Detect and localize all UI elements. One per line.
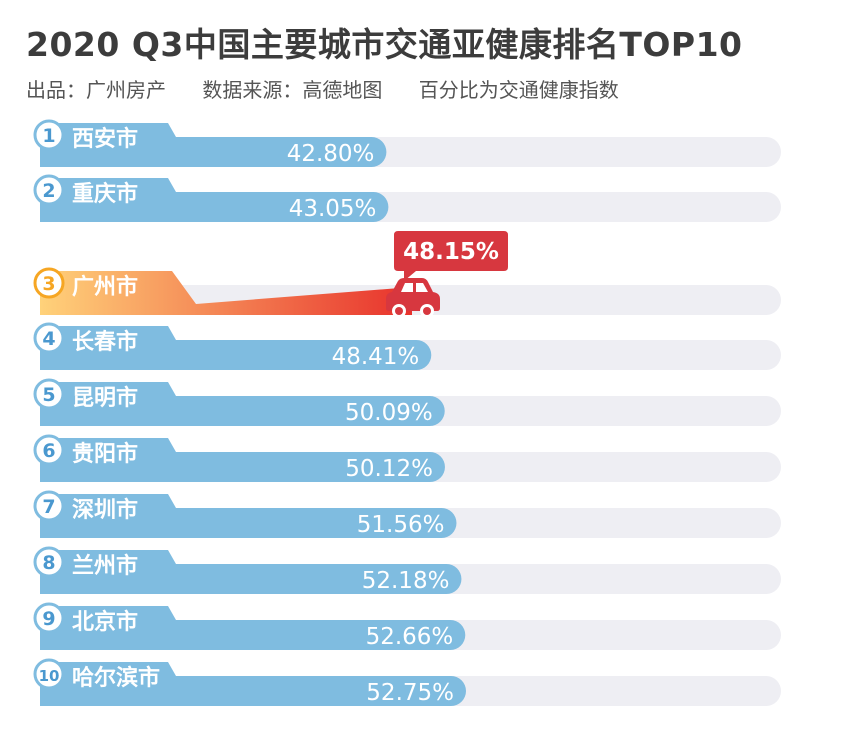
rank-badge <box>33 602 65 634</box>
rank-number: 1 <box>42 125 55 147</box>
subtitle: 出品：广州房产 数据来源：高德地图 百分比为交通健康指数 <box>26 74 649 103</box>
city-label: 重庆市 <box>72 181 138 207</box>
rank-number: 2 <box>42 180 55 202</box>
bar <box>40 550 462 594</box>
subtitle-source: 数据来源：高德地图 <box>202 78 383 102</box>
city-label: 兰州市 <box>72 553 138 579</box>
rank-badge <box>33 322 65 354</box>
rank-number: 9 <box>42 608 55 630</box>
car-body <box>386 278 440 311</box>
value-label: 52.66% <box>366 624 454 650</box>
value-label: 43.05% <box>289 196 377 222</box>
city-label: 哈尔滨市 <box>72 665 160 691</box>
bar-highlight <box>40 271 412 315</box>
bar <box>40 494 457 538</box>
rank-badge <box>33 546 65 578</box>
value-label: 48.41% <box>332 344 420 370</box>
rank-number: 10 <box>39 667 60 685</box>
value-callout <box>394 231 508 281</box>
city-label: 贵阳市 <box>72 441 138 467</box>
car-window <box>401 283 413 292</box>
rank-number: 7 <box>42 496 55 518</box>
rank-badge <box>33 434 65 466</box>
city-label: 昆明市 <box>72 385 138 411</box>
value-label: 48.15% <box>403 239 499 265</box>
value-label: 42.80% <box>287 141 375 167</box>
rank-badge <box>33 490 65 522</box>
value-label: 51.56% <box>357 512 445 538</box>
car-wheel-hub <box>423 307 431 315</box>
bar <box>40 438 445 482</box>
rank-number: 8 <box>42 552 55 574</box>
bar <box>40 606 466 650</box>
bar <box>40 662 466 706</box>
car-icon <box>386 278 440 318</box>
value-label: 52.75% <box>366 680 454 706</box>
value-label: 50.12% <box>345 456 433 482</box>
rank-number: 4 <box>42 328 55 350</box>
bar <box>40 178 389 222</box>
subtitle-note: 百分比为交通健康指数 <box>418 78 619 102</box>
rank-badge <box>33 378 65 410</box>
rank-badge <box>33 174 65 206</box>
rank-badge <box>33 658 65 690</box>
bar <box>40 123 387 167</box>
bar <box>40 326 432 370</box>
rank-number: 5 <box>42 384 55 406</box>
car-window <box>416 283 428 292</box>
page-title: 2020 Q3中国主要城市交通亚健康排名TOP10 <box>26 25 743 64</box>
rank-badge <box>33 119 65 151</box>
subtitle-producer: 出品：广州房产 <box>26 78 166 102</box>
rank-number: 3 <box>42 273 55 295</box>
rank-number: 6 <box>42 440 55 462</box>
city-label: 长春市 <box>72 329 138 355</box>
city-label: 广州市 <box>72 274 138 300</box>
city-label: 北京市 <box>72 609 138 635</box>
rank-badge <box>33 267 65 299</box>
car-wheel-hub <box>395 307 403 315</box>
value-label: 50.09% <box>345 400 433 426</box>
value-label: 52.18% <box>362 568 450 594</box>
city-label: 西安市 <box>72 126 138 152</box>
city-label: 深圳市 <box>72 497 138 523</box>
bar <box>40 382 445 426</box>
